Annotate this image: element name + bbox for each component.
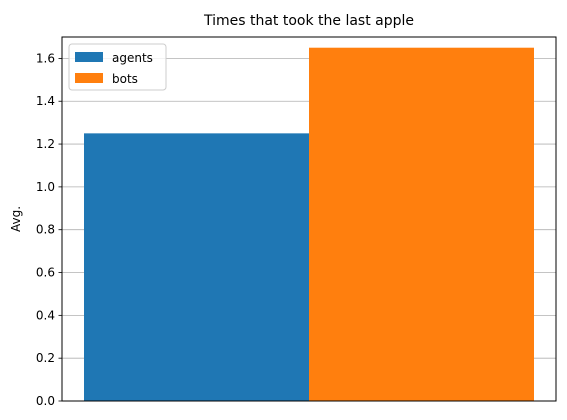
bar-agents <box>84 133 309 401</box>
plot-frame <box>61 36 557 402</box>
y-tick-label: 0.8 <box>36 223 55 237</box>
legend-label-bots: bots <box>112 72 138 86</box>
y-axis-label: Avg. <box>9 206 23 232</box>
legend-swatch-bots <box>75 73 103 83</box>
y-tick-label: 1.2 <box>36 137 55 151</box>
bar-bots <box>309 47 534 402</box>
y-tick-label: 1.0 <box>36 180 55 194</box>
y-tick-label: 1.6 <box>36 51 55 65</box>
y-tick-label: 1.4 <box>36 94 55 108</box>
y-tick-label: 0.2 <box>36 351 55 365</box>
y-tick-label: 0.0 <box>36 394 55 408</box>
y-tick-label: 0.4 <box>36 308 55 322</box>
y-tick-label: 0.6 <box>36 266 55 280</box>
bars-group <box>84 47 534 402</box>
legend-swatch-agents <box>75 52 103 62</box>
y-axis: 0.0 0.2 0.4 0.6 0.8 1.0 1.2 1.4 1.6 <box>36 51 62 408</box>
legend-label-agents: agents <box>112 51 153 65</box>
legend: agents bots <box>68 43 167 91</box>
chart-title: Times that took the last apple <box>203 13 414 29</box>
